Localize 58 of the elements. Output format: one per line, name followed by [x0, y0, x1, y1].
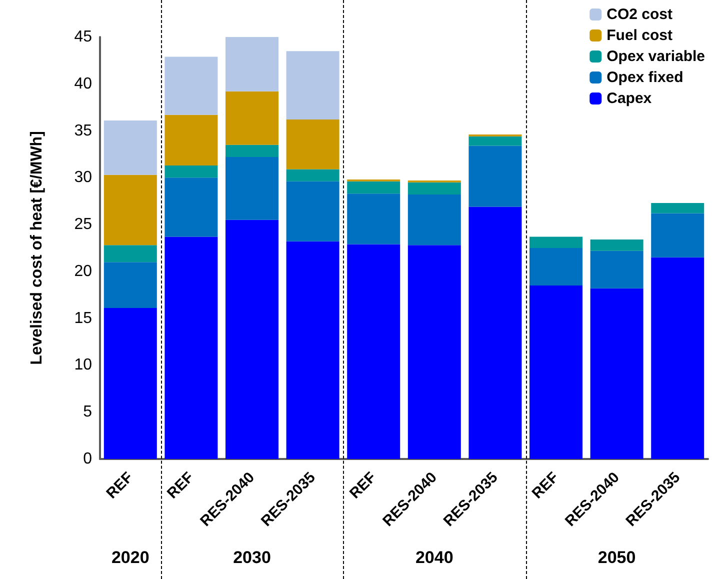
bar	[104, 308, 157, 459]
text: 2020	[111, 548, 150, 568]
y-tick-label: 30	[74, 169, 92, 186]
bar	[408, 245, 461, 459]
bar	[104, 245, 157, 262]
bar	[164, 56, 218, 115]
y-tick-label: 10	[74, 356, 92, 374]
y-tick-label: 5	[83, 404, 92, 421]
y-tick-label: 0	[83, 450, 92, 468]
bar	[164, 236, 218, 459]
bar	[651, 202, 704, 214]
bar	[286, 181, 340, 242]
bar	[347, 244, 400, 459]
bar	[104, 120, 157, 175]
y-tick-label: 20	[74, 262, 92, 280]
bar	[226, 157, 278, 220]
text: 2050	[598, 548, 636, 568]
bar	[530, 286, 582, 459]
bar	[164, 165, 218, 178]
bar	[286, 120, 340, 170]
legend-label: CO2 cost	[606, 6, 672, 23]
bar	[468, 206, 522, 459]
text: 2040	[415, 548, 454, 568]
bar	[408, 194, 461, 246]
y-tick-label: 40	[74, 75, 92, 92]
bar	[468, 136, 522, 146]
bar	[226, 91, 278, 145]
bar	[468, 146, 522, 207]
bar	[347, 181, 400, 194]
bar	[530, 248, 582, 286]
bar	[164, 114, 218, 166]
bar	[651, 213, 704, 258]
bar	[286, 169, 340, 182]
bar	[226, 220, 278, 459]
bar	[286, 241, 340, 459]
legend-label: Opex fixed	[606, 69, 684, 86]
bar	[408, 182, 461, 195]
bar	[347, 194, 400, 244]
bar	[104, 262, 157, 308]
bar	[530, 236, 582, 248]
text: 2030	[233, 548, 271, 568]
legend-label: Fuel cost	[606, 27, 672, 44]
bar	[590, 250, 644, 288]
bar	[590, 288, 644, 459]
y-tick-label: 25	[74, 216, 92, 234]
y-tick-label: 35	[74, 122, 92, 140]
bar	[164, 178, 218, 237]
y-tick-label: 15	[74, 310, 92, 327]
bar	[651, 257, 704, 459]
y-tick-label: 45	[74, 28, 92, 46]
legend-label: Capex	[606, 90, 652, 107]
bar	[590, 240, 644, 251]
bar	[104, 174, 157, 246]
bar	[226, 37, 278, 92]
bar	[286, 51, 340, 120]
y-axis-title: Levelised cost of heat [€/MWh]	[28, 131, 46, 365]
bar	[226, 144, 278, 158]
legend-label: Opex variable	[606, 48, 706, 65]
